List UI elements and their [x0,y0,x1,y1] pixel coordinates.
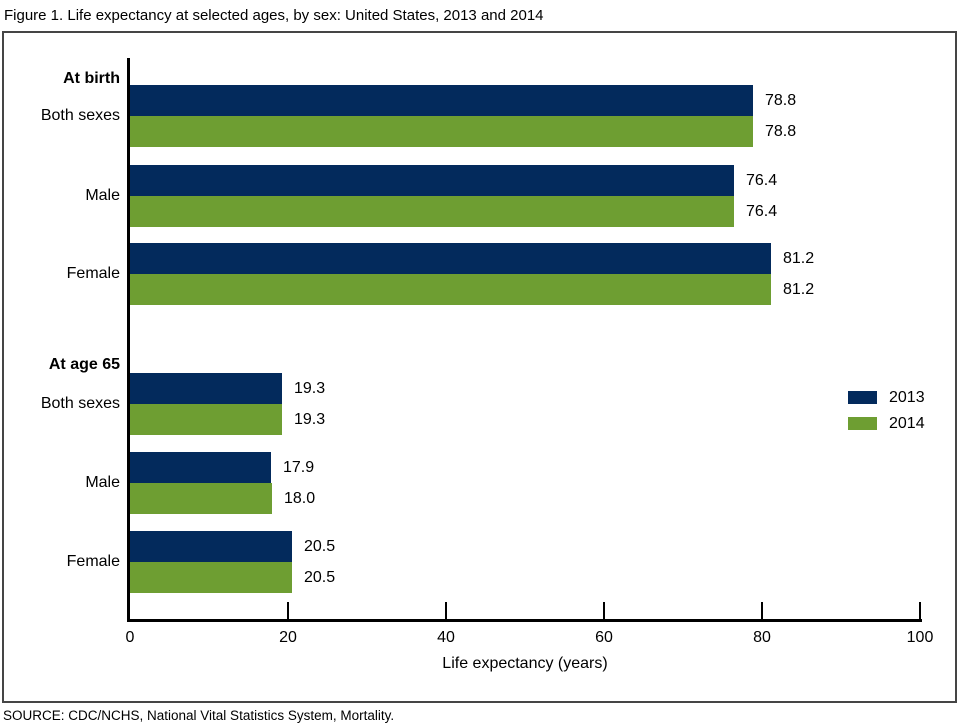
legend-swatch-2014 [848,417,877,430]
legend-swatch-2013 [848,391,877,404]
category-label-at-birth-male: Male [85,187,120,204]
x-tick-label-40: 40 [437,629,455,646]
bar-2014-at-birth-both-sexes [130,116,753,147]
x-axis-line [127,619,922,622]
x-tick-100 [919,602,921,619]
x-tick-label-60: 60 [595,629,613,646]
group-label-at-age-65: At age 65 [48,356,120,373]
bar-2013-at-age-65-both-sexes [130,373,282,404]
bar-2014-at-age-65-both-sexes [130,404,282,435]
legend-label-2013: 2013 [889,388,925,406]
value-label-2014-at-age-65-both-sexes: 19.3 [294,411,326,428]
bar-2013-at-birth-both-sexes [130,85,753,116]
value-label-2013-at-age-65-male: 17.9 [283,459,315,476]
category-label-at-birth-female: Female [66,265,120,282]
value-label-2014-at-age-65-male: 18.0 [284,490,316,507]
group-label-at-birth: At birth [63,70,120,87]
source-note: SOURCE: CDC/NCHS, National Vital Statist… [3,708,395,723]
bar-2013-at-birth-male [130,165,734,196]
value-label-2014-at-birth-female: 81.2 [783,281,815,298]
legend-label-2014: 2014 [889,414,925,432]
category-label-at-age-65-female: Female [66,553,120,570]
x-tick-60 [603,602,605,619]
x-tick-label-80: 80 [753,629,771,646]
bar-2014-at-age-65-male [130,483,272,514]
x-tick-20 [287,602,289,619]
category-label-at-age-65-male: Male [85,474,120,491]
value-label-2014-at-age-65-female: 20.5 [304,569,336,586]
x-tick-label-100: 100 [906,629,934,646]
value-label-2013-at-age-65-both-sexes: 19.3 [294,380,326,397]
value-label-2013-at-birth-both-sexes: 78.8 [765,92,797,109]
y-axis-line [127,58,130,622]
bar-2013-at-age-65-female [130,531,292,562]
category-label-at-birth-both-sexes: Both sexes [40,107,120,124]
figure-title: Figure 1. Life expectancy at selected ag… [4,7,544,24]
x-tick-label-20: 20 [279,629,297,646]
bar-2014-at-birth-female [130,274,771,305]
bar-2013-at-birth-female [130,243,771,274]
value-label-2014-at-birth-male: 76.4 [746,203,778,220]
bar-2014-at-age-65-female [130,562,292,593]
x-tick-80 [761,602,763,619]
bar-2014-at-birth-male [130,196,734,227]
x-axis-title: Life expectancy (years) [442,655,608,672]
x-tick-40 [445,602,447,619]
value-label-2013-at-age-65-female: 20.5 [304,538,336,555]
value-label-2013-at-birth-male: 76.4 [746,172,778,189]
category-label-at-age-65-both-sexes: Both sexes [40,395,120,412]
value-label-2014-at-birth-both-sexes: 78.8 [765,123,797,140]
bar-2013-at-age-65-male [130,452,271,483]
value-label-2013-at-birth-female: 81.2 [783,250,815,267]
x-tick-label-0: 0 [125,629,135,646]
